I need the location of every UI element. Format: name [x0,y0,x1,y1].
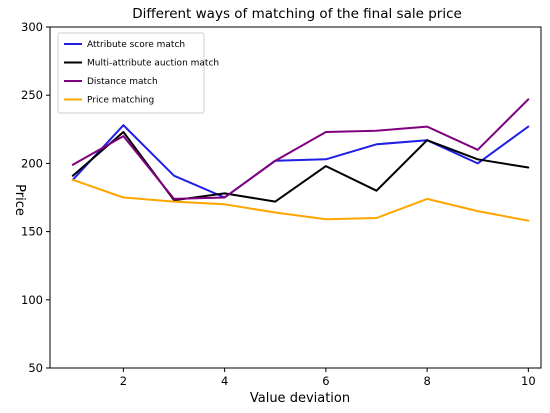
legend-label: Distance match [87,77,158,87]
x-tick-label: 10 [521,374,536,388]
plot-area: 50 100 150 200 250 300 2 4 6 8 10 [21,20,542,388]
y-tick-label: 50 [28,361,43,375]
legend-box [57,32,205,114]
x-tick-label: 2 [120,374,127,388]
legend-label: Price matching [87,96,154,106]
y-axis-label: Price [12,184,27,216]
series-line-3 [71,98,530,200]
y-tick-label: 100 [21,293,43,307]
y-tick-label: 150 [21,225,43,239]
y-tick-label: 300 [21,20,43,34]
series-line-4 [71,178,530,222]
x-tick-label: 8 [423,374,430,388]
x-tick-label: 4 [221,374,228,388]
y-tick-label: 200 [21,156,43,170]
legend: Attribute score match Multi-attribute auc… [57,32,219,114]
legend-label: Attribute score match [87,40,185,50]
series-line-1 [71,124,530,199]
plot-frame [49,26,542,369]
y-tick-label: 250 [21,88,43,102]
legend-label: Multi-attribute auction match [87,59,219,69]
x-tick-label: 6 [322,374,329,388]
x-axis-label: Value deviation [250,391,350,406]
chart-title: Different ways of matching of the final … [132,6,462,22]
